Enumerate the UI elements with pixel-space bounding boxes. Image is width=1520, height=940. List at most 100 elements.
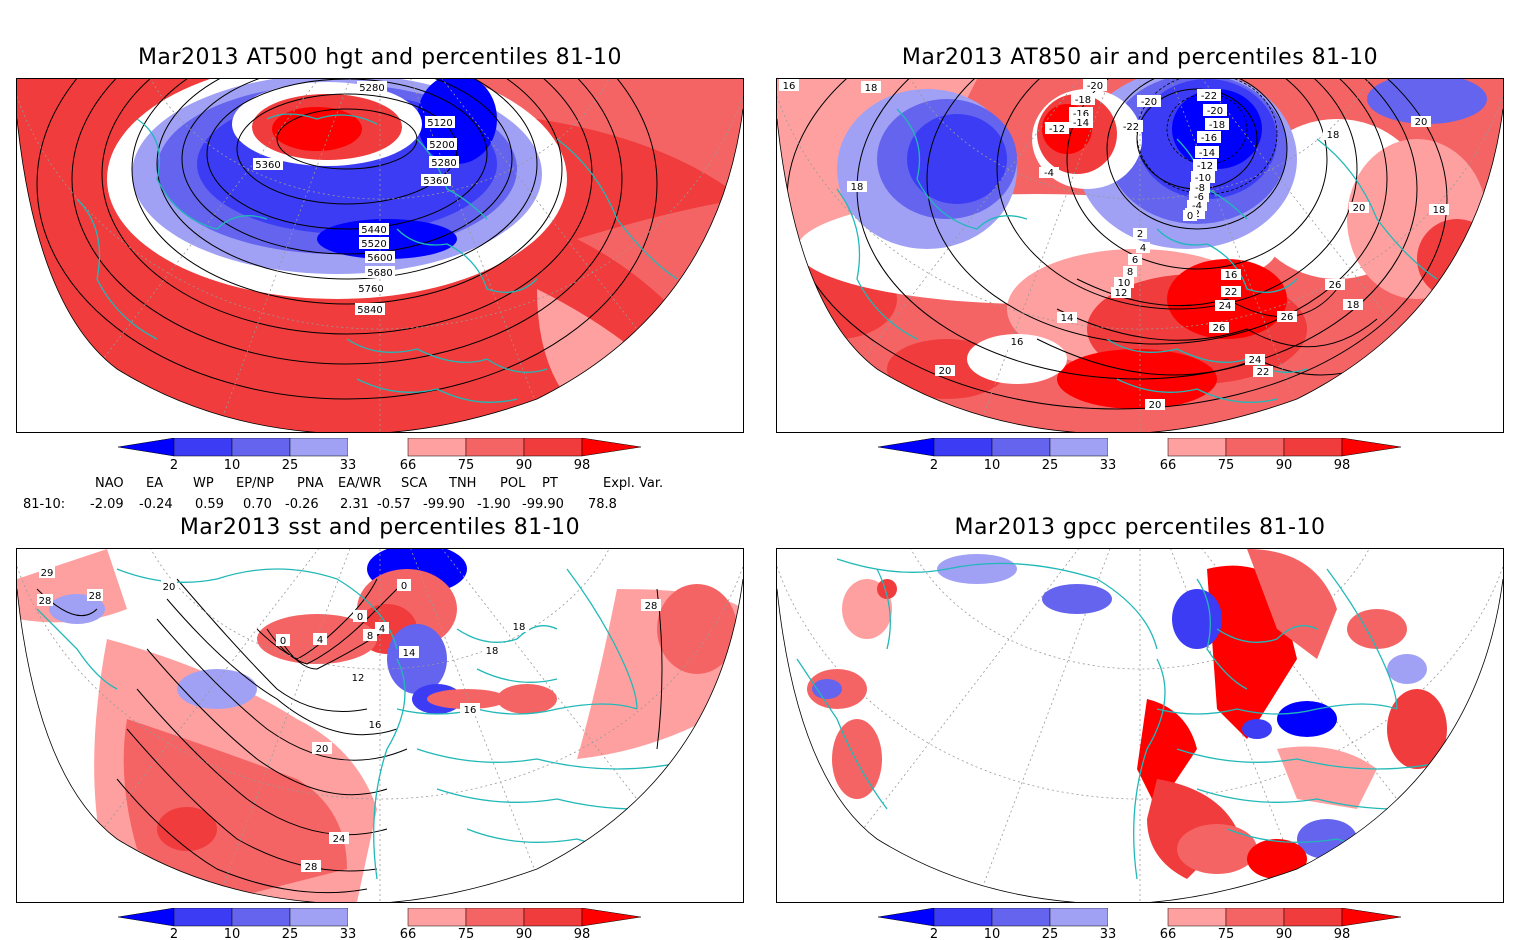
svg-text:5280: 5280 [431,158,456,169]
contour-label: 20 [312,742,332,755]
index-header: Expl. Var. [603,476,664,491]
contour-label: -8 [1190,182,1210,194]
index-header: EA [146,476,164,491]
contour-label: 18 [509,620,529,633]
svg-text:5440: 5440 [361,225,386,236]
contour-label: 28 [87,589,103,602]
svg-text:18: 18 [865,83,878,94]
svg-text:0: 0 [280,636,286,647]
svg-text:2: 2 [1137,229,1143,240]
colorbar-label: 33 [1100,458,1117,472]
contour-label: -6 [1189,191,1209,203]
contour-label: 26 [1209,322,1229,334]
map-panel-sst: 29 28 28 20 0 0 4 4 8 0 12 16 20 24 28 1… [16,548,744,903]
colorbar-label: 98 [574,458,591,472]
svg-text:-20: -20 [1087,81,1103,92]
contour-label: 18 [1323,129,1343,141]
contour-label: -12 [1193,159,1217,172]
svg-text:5600: 5600 [367,253,392,264]
svg-text:16: 16 [369,720,382,731]
svg-text:0: 0 [1187,211,1193,222]
colorbar-label: 10 [224,458,241,472]
svg-text:0: 0 [401,581,407,592]
colorbar-label: 90 [1276,927,1293,940]
colorbar-hgt500: 2 10 25 33 66 75 90 98 [118,438,642,472]
svg-text:18: 18 [1433,205,1446,216]
svg-text:16: 16 [1225,270,1238,281]
index-value: -2.09 [90,497,124,512]
svg-text:14: 14 [1061,313,1074,324]
contour-label: 28 [301,860,321,873]
svg-text:5120: 5120 [427,118,452,129]
colorbar-label: 66 [400,458,417,472]
colorbar-label: 2 [170,458,178,472]
contour-label: 0 [1183,210,1197,222]
index-header: EA/WR [338,476,382,491]
svg-text:8: 8 [367,631,373,642]
contour-label: 5280 [429,156,459,169]
svg-text:18: 18 [513,622,526,633]
svg-text:-16: -16 [1201,133,1217,144]
svg-text:26: 26 [1329,280,1342,291]
index-value: -99.90 [423,497,465,512]
svg-text:4: 4 [317,635,323,646]
contour-label: 16 [779,79,799,92]
map-panel-gpcc [776,548,1504,903]
svg-text:5520: 5520 [361,239,386,250]
contour-label: 8 [1123,266,1137,278]
svg-text:5360: 5360 [255,160,280,171]
colorbar-label: 33 [1100,927,1117,940]
contour-label: -18 [1205,118,1229,131]
contour-label: 26 [1325,279,1345,291]
contour-label: 4 [313,633,327,646]
contour-label: -4 [1187,200,1207,212]
colorbar-label: 10 [984,458,1001,472]
contour-label: 29 [39,566,55,579]
svg-text:10: 10 [1118,278,1131,289]
index-value: -0.24 [139,497,173,512]
svg-text:26: 26 [1213,323,1226,334]
svg-text:26: 26 [1281,312,1294,323]
contour-label: -20 [1137,95,1161,108]
svg-text:20: 20 [1149,400,1162,411]
contour-label: -20 [1083,79,1107,92]
svg-text:5200: 5200 [429,140,454,151]
colorbar-label: 25 [1042,458,1059,472]
index-value: 2.31 [340,497,369,512]
svg-text:-18: -18 [1075,95,1091,106]
contour-label: 20 [1145,399,1165,411]
svg-text:5360: 5360 [423,176,448,187]
map-panel-hgt500: 5280 5120 5200 5280 5360 5360 5440 5520 … [16,78,744,433]
contour-label: -4 [1039,167,1059,179]
contour-label: 16 [1221,269,1241,281]
index-header: TNH [449,476,477,491]
contour-label: -14 [1069,116,1093,129]
map-hgt500: 5280 5120 5200 5280 5360 5360 5440 5520 … [17,79,743,432]
index-value: -99.90 [522,497,564,512]
contour-label: 0 [353,610,367,623]
svg-text:-4: -4 [1192,201,1202,212]
svg-text:-18: -18 [1209,120,1225,131]
colorbar-label: 33 [340,458,357,472]
svg-text:5680: 5680 [367,268,392,279]
colorbar-label: 2 [930,927,938,940]
contour-label: 0 [397,579,411,592]
contour-label: 20 [935,365,955,377]
contour-label: -12 [1045,122,1069,135]
contour-label: 18 [1343,299,1363,311]
contour-label: 18 [861,81,881,94]
svg-text:28: 28 [89,591,102,602]
colorbar-label: 10 [224,927,241,940]
map-panel-air850: 16 18 -20 -18 -16 -14 -12 -22 -20 -22 -2… [776,78,1504,433]
svg-text:28: 28 [645,601,658,612]
colorbar-label: 25 [282,927,299,940]
svg-text:28: 28 [39,596,52,607]
contour-label: 4 [375,622,389,635]
svg-text:-10: -10 [1195,173,1211,184]
panel-title-sst: Mar2013 sst and percentiles 81-10 [179,515,581,540]
contour-label: 20 [1411,116,1431,128]
contour-label: 14 [1057,312,1077,324]
svg-text:14: 14 [403,648,416,659]
contour-label: 8 [363,629,377,642]
svg-text:-20: -20 [1141,97,1157,108]
